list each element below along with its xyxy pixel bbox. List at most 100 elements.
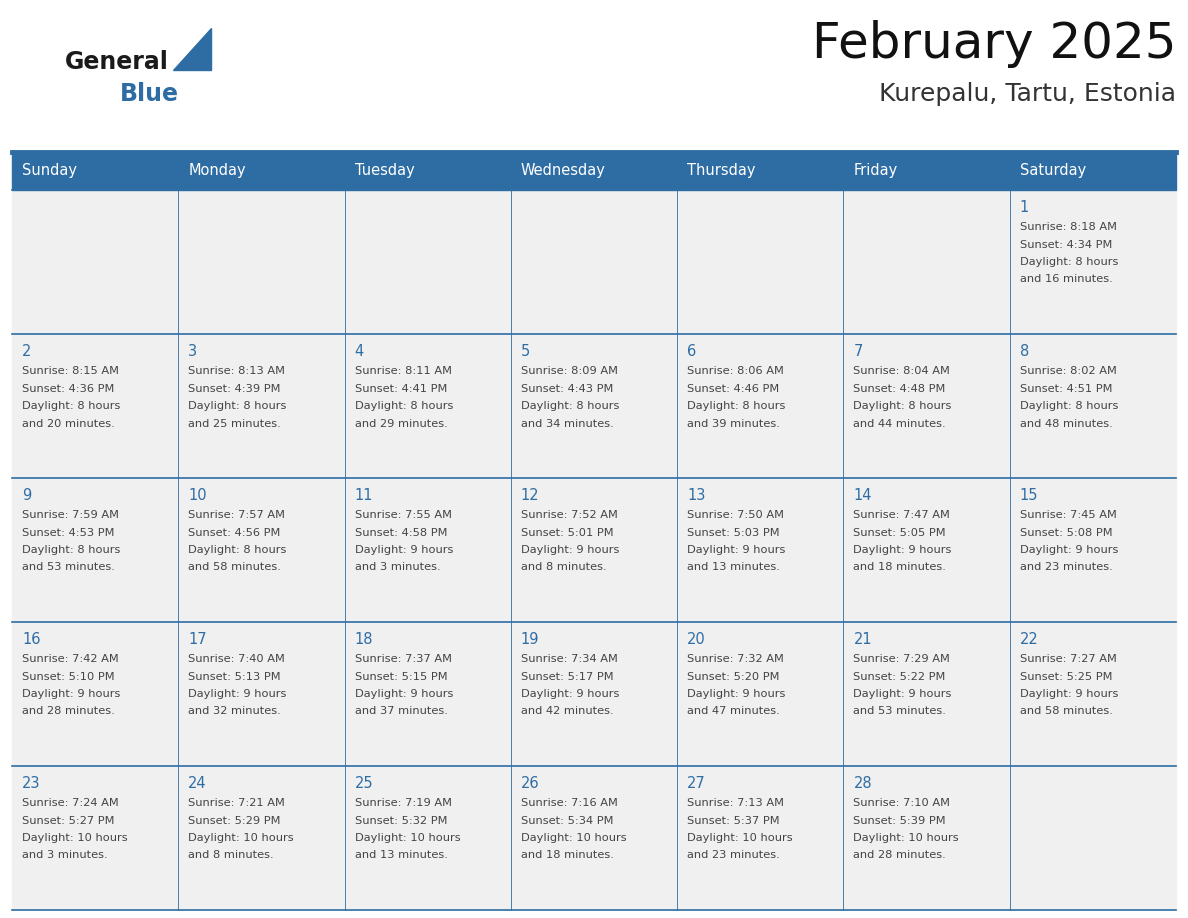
- Text: Sunset: 4:51 PM: Sunset: 4:51 PM: [1019, 384, 1112, 394]
- Text: Sunrise: 7:29 AM: Sunrise: 7:29 AM: [853, 654, 950, 664]
- Text: and 25 minutes.: and 25 minutes.: [188, 419, 282, 429]
- Text: Sunrise: 7:27 AM: Sunrise: 7:27 AM: [1019, 654, 1117, 664]
- Polygon shape: [173, 28, 211, 70]
- Text: and 53 minutes.: and 53 minutes.: [853, 707, 947, 717]
- Text: Blue: Blue: [120, 82, 179, 106]
- Text: and 16 minutes.: and 16 minutes.: [1019, 274, 1112, 285]
- Text: 6: 6: [687, 344, 696, 359]
- Text: Daylight: 9 hours: Daylight: 9 hours: [520, 545, 619, 555]
- Text: Sunset: 4:39 PM: Sunset: 4:39 PM: [188, 384, 280, 394]
- Text: Daylight: 9 hours: Daylight: 9 hours: [520, 689, 619, 699]
- Bar: [12, 478, 1176, 622]
- Text: Sunset: 5:34 PM: Sunset: 5:34 PM: [520, 815, 613, 825]
- Text: and 8 minutes.: and 8 minutes.: [520, 563, 607, 573]
- Text: Sunrise: 7:55 AM: Sunrise: 7:55 AM: [354, 510, 451, 520]
- Text: Daylight: 8 hours: Daylight: 8 hours: [520, 401, 619, 411]
- Text: Sunset: 4:46 PM: Sunset: 4:46 PM: [687, 384, 779, 394]
- Text: Sunset: 5:13 PM: Sunset: 5:13 PM: [188, 671, 280, 681]
- Text: Sunset: 4:58 PM: Sunset: 4:58 PM: [354, 528, 447, 538]
- Text: 5: 5: [520, 344, 530, 359]
- Text: 1: 1: [1019, 200, 1029, 215]
- Text: and 29 minutes.: and 29 minutes.: [354, 419, 448, 429]
- Bar: [12, 334, 1176, 478]
- Text: Sunrise: 7:59 AM: Sunrise: 7:59 AM: [23, 510, 119, 520]
- Text: Daylight: 10 hours: Daylight: 10 hours: [354, 833, 460, 843]
- Text: Daylight: 9 hours: Daylight: 9 hours: [687, 545, 785, 555]
- Text: Sunset: 5:08 PM: Sunset: 5:08 PM: [1019, 528, 1112, 538]
- Text: Sunset: 4:41 PM: Sunset: 4:41 PM: [354, 384, 447, 394]
- Text: 13: 13: [687, 488, 706, 503]
- Text: and 20 minutes.: and 20 minutes.: [23, 419, 115, 429]
- Text: Sunset: 5:22 PM: Sunset: 5:22 PM: [853, 671, 946, 681]
- Text: Monday: Monday: [188, 163, 246, 178]
- Text: 19: 19: [520, 632, 539, 647]
- Text: Sunset: 5:39 PM: Sunset: 5:39 PM: [853, 815, 946, 825]
- Text: Sunset: 4:48 PM: Sunset: 4:48 PM: [853, 384, 946, 394]
- Text: Daylight: 8 hours: Daylight: 8 hours: [853, 401, 952, 411]
- Text: Tuesday: Tuesday: [354, 163, 415, 178]
- Text: Sunset: 4:53 PM: Sunset: 4:53 PM: [23, 528, 114, 538]
- Text: 7: 7: [853, 344, 862, 359]
- Text: Sunrise: 7:21 AM: Sunrise: 7:21 AM: [188, 798, 285, 808]
- Text: Sunrise: 7:32 AM: Sunrise: 7:32 AM: [687, 654, 784, 664]
- Text: 23: 23: [23, 776, 40, 791]
- Text: Sunrise: 7:19 AM: Sunrise: 7:19 AM: [354, 798, 451, 808]
- Text: Sunrise: 7:24 AM: Sunrise: 7:24 AM: [23, 798, 119, 808]
- Text: and 39 minutes.: and 39 minutes.: [687, 419, 781, 429]
- Text: 24: 24: [188, 776, 207, 791]
- Text: and 18 minutes.: and 18 minutes.: [853, 563, 947, 573]
- Text: Sunset: 5:32 PM: Sunset: 5:32 PM: [354, 815, 447, 825]
- Text: and 37 minutes.: and 37 minutes.: [354, 707, 448, 717]
- Text: 10: 10: [188, 488, 207, 503]
- Text: Sunrise: 7:47 AM: Sunrise: 7:47 AM: [853, 510, 950, 520]
- Text: 2: 2: [23, 344, 31, 359]
- Text: 26: 26: [520, 776, 539, 791]
- Text: and 8 minutes.: and 8 minutes.: [188, 850, 274, 860]
- Text: Daylight: 8 hours: Daylight: 8 hours: [687, 401, 785, 411]
- Text: and 23 minutes.: and 23 minutes.: [687, 850, 779, 860]
- Text: Daylight: 8 hours: Daylight: 8 hours: [188, 401, 286, 411]
- Text: Saturday: Saturday: [1019, 163, 1086, 178]
- Text: Daylight: 8 hours: Daylight: 8 hours: [23, 545, 120, 555]
- Text: 28: 28: [853, 776, 872, 791]
- Text: Daylight: 10 hours: Daylight: 10 hours: [687, 833, 792, 843]
- Text: Daylight: 9 hours: Daylight: 9 hours: [188, 689, 286, 699]
- Text: Sunrise: 7:45 AM: Sunrise: 7:45 AM: [1019, 510, 1117, 520]
- Text: 18: 18: [354, 632, 373, 647]
- Text: Sunrise: 8:04 AM: Sunrise: 8:04 AM: [853, 366, 950, 376]
- Text: 21: 21: [853, 632, 872, 647]
- Text: and 53 minutes.: and 53 minutes.: [23, 563, 115, 573]
- Text: and 23 minutes.: and 23 minutes.: [1019, 563, 1112, 573]
- Text: Sunrise: 7:16 AM: Sunrise: 7:16 AM: [520, 798, 618, 808]
- Text: February 2025: February 2025: [811, 20, 1176, 68]
- Text: 9: 9: [23, 488, 31, 503]
- Text: Daylight: 10 hours: Daylight: 10 hours: [853, 833, 959, 843]
- Text: Daylight: 10 hours: Daylight: 10 hours: [520, 833, 626, 843]
- Text: Sunrise: 8:09 AM: Sunrise: 8:09 AM: [520, 366, 618, 376]
- Text: Daylight: 8 hours: Daylight: 8 hours: [1019, 257, 1118, 267]
- Text: 15: 15: [1019, 488, 1038, 503]
- Text: Daylight: 8 hours: Daylight: 8 hours: [188, 545, 286, 555]
- Text: Thursday: Thursday: [687, 163, 756, 178]
- Text: and 28 minutes.: and 28 minutes.: [853, 850, 946, 860]
- Text: 25: 25: [354, 776, 373, 791]
- Text: Friday: Friday: [853, 163, 898, 178]
- Text: Sunset: 4:34 PM: Sunset: 4:34 PM: [1019, 240, 1112, 250]
- Text: Daylight: 9 hours: Daylight: 9 hours: [687, 689, 785, 699]
- Text: Sunset: 5:29 PM: Sunset: 5:29 PM: [188, 815, 280, 825]
- Text: and 13 minutes.: and 13 minutes.: [354, 850, 448, 860]
- Text: Sunset: 5:01 PM: Sunset: 5:01 PM: [520, 528, 613, 538]
- Text: 16: 16: [23, 632, 40, 647]
- Text: Sunset: 5:03 PM: Sunset: 5:03 PM: [687, 528, 779, 538]
- Text: Sunrise: 7:52 AM: Sunrise: 7:52 AM: [520, 510, 618, 520]
- Text: and 34 minutes.: and 34 minutes.: [520, 419, 614, 429]
- Text: Daylight: 10 hours: Daylight: 10 hours: [188, 833, 293, 843]
- Text: and 47 minutes.: and 47 minutes.: [687, 707, 779, 717]
- Text: Sunrise: 7:10 AM: Sunrise: 7:10 AM: [853, 798, 950, 808]
- Text: 14: 14: [853, 488, 872, 503]
- Text: Daylight: 9 hours: Daylight: 9 hours: [853, 689, 952, 699]
- Text: 3: 3: [188, 344, 197, 359]
- Text: and 18 minutes.: and 18 minutes.: [520, 850, 614, 860]
- Text: and 58 minutes.: and 58 minutes.: [188, 563, 282, 573]
- Text: Sunset: 4:36 PM: Sunset: 4:36 PM: [23, 384, 114, 394]
